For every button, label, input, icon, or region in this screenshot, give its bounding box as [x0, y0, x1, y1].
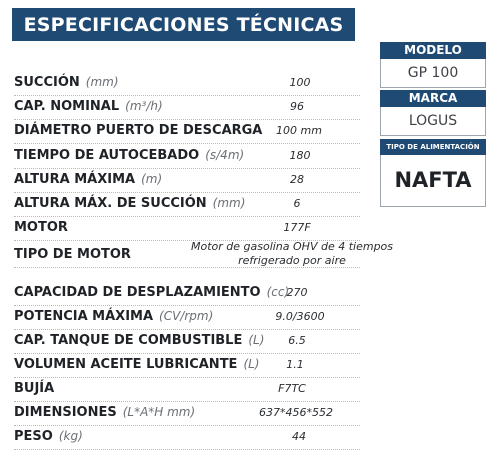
spec-name: CAP. NOMINAL — [14, 99, 120, 114]
fuel-value: NAFTA — [380, 155, 486, 207]
spec-label: MOTOR — [14, 220, 68, 235]
model-value: GP 100 — [380, 59, 486, 88]
spec-unit: (cc) — [266, 285, 290, 299]
spec-name: MOTOR — [14, 220, 68, 235]
spec-unit: (mm) — [85, 75, 119, 89]
spec-row: CAP. TANQUE DE COMBUSTIBLE (L) 6.5 — [14, 330, 360, 354]
spec-name: DIMENSIONES — [14, 405, 117, 420]
spec-value: 100 mm — [276, 124, 322, 137]
spec-row: BUJÍA F7TC — [14, 378, 360, 402]
spec-name: DIÁMETRO PUERTO DE DESCARGA — [14, 123, 263, 138]
spec-label: VOLUMEN ACEITE LUBRICANTE (L) — [14, 357, 260, 372]
spec-value: 180 — [289, 149, 311, 162]
spec-name: CAPACIDAD DE DESPLAZAMIENTO — [14, 285, 261, 300]
brand-label: MARCA — [380, 90, 486, 107]
spec-label: ALTURA MÁXIMA (m) — [14, 172, 162, 187]
spec-name: PESO — [14, 429, 53, 444]
spec-name: BUJÍA — [14, 381, 55, 396]
spec-label: CAPACIDAD DE DESPLAZAMIENTO (cc) — [14, 285, 289, 300]
spec-row: ALTURA MÁX. DE SUCCIÓN (mm) 6 — [14, 193, 360, 217]
spec-value: 44 — [292, 430, 306, 443]
spec-unit: (CV/rpm) — [159, 309, 214, 323]
spec-value: 177F — [283, 221, 311, 234]
spec-row: TIEMPO DE AUTOCEBADO (s/4m) 180 — [14, 145, 360, 169]
spec-value: Motor de gasolina OHV de 4 tiempos refri… — [190, 240, 394, 267]
spec-row: TIPO DE MOTOR Motor de gasolina OHV de 4 … — [14, 240, 393, 268]
model-label: MODELO — [380, 42, 486, 59]
spec-label: POTENCIA MÁXIMA (CV/rpm) — [14, 309, 213, 324]
spec-label: CAP. NOMINAL (m³/h) — [14, 99, 163, 114]
spec-unit: (L) — [243, 357, 260, 371]
spec-label: DIMENSIONES (L*A*H mm) — [14, 405, 195, 420]
spec-unit: (L*A*H mm) — [122, 405, 196, 419]
spec-unit: (mm) — [212, 196, 246, 210]
spec-row: VOLUMEN ACEITE LUBRICANTE (L) 1.1 — [14, 354, 360, 378]
spec-row: MOTOR 177F — [14, 217, 360, 241]
spec-row: CAP. NOMINAL (m³/h) 96 — [14, 96, 360, 120]
spec-row: DIMENSIONES (L*A*H mm) 637*456*552 — [14, 402, 360, 426]
spec-name: TIEMPO DE AUTOCEBADO — [14, 148, 200, 163]
spec-name: POTENCIA MÁXIMA — [14, 309, 154, 324]
spec-name: CAP. TANQUE DE COMBUSTIBLE — [14, 333, 243, 348]
page-title: ESPECIFICACIONES TÉCNICAS — [23, 13, 344, 36]
spec-name: VOLUMEN ACEITE LUBRICANTE — [14, 357, 238, 372]
spec-row: POTENCIA MÁXIMA (CV/rpm) 9.0/3600 — [14, 306, 360, 330]
spec-unit: (m³/h) — [125, 99, 163, 113]
spec-value: 28 — [290, 173, 304, 186]
spec-value: 100 — [289, 76, 311, 89]
spec-label: TIEMPO DE AUTOCEBADO (s/4m) — [14, 148, 244, 163]
header-banner: ESPECIFICACIONES TÉCNICAS — [12, 8, 355, 41]
spec-row: ALTURA MÁXIMA (m) 28 — [14, 169, 360, 193]
spec-row: DIÁMETRO PUERTO DE DESCARGA 100 mm — [14, 120, 360, 144]
spec-label: ALTURA MÁX. DE SUCCIÓN (mm) — [14, 196, 245, 211]
brand-card: MARCA LOGUS — [380, 90, 486, 136]
fuel-card: TIPO DE ALIMENTACIÓN NAFTA — [380, 139, 486, 207]
spec-value: 1.1 — [286, 358, 304, 371]
spec-name: ALTURA MÁX. DE SUCCIÓN — [14, 196, 207, 211]
fuel-label: TIPO DE ALIMENTACIÓN — [380, 139, 486, 155]
spec-value: 6 — [293, 197, 301, 210]
spec-label: SUCCIÓN (mm) — [14, 75, 119, 90]
spec-row: SUCCIÓN (mm) 100 — [14, 72, 360, 96]
spec-value: 270 — [286, 286, 308, 299]
spec-unit: (kg) — [58, 429, 83, 443]
spec-label: TIPO DE MOTOR — [14, 247, 131, 262]
spec-row: CAPACIDAD DE DESPLAZAMIENTO (cc) 270 — [14, 282, 360, 306]
spec-unit: (L) — [248, 333, 265, 347]
brand-value: LOGUS — [380, 107, 486, 136]
spec-value: 9.0/3600 — [275, 310, 325, 323]
spec-label: DIÁMETRO PUERTO DE DESCARGA — [14, 123, 262, 138]
spec-unit: (s/4m) — [205, 148, 245, 162]
spec-label: CAP. TANQUE DE COMBUSTIBLE (L) — [14, 333, 264, 348]
spec-label: BUJÍA — [14, 381, 54, 396]
spec-name: SUCCIÓN — [14, 75, 80, 90]
spec-value: 637*456*552 — [259, 406, 333, 419]
spec-label: PESO (kg) — [14, 429, 83, 444]
spec-value: F7TC — [278, 382, 306, 395]
spec-row: PESO (kg) 44 — [14, 426, 360, 450]
spec-name: TIPO DE MOTOR — [14, 247, 131, 262]
spec-name: ALTURA MÁXIMA — [14, 172, 136, 187]
spec-unit: (m) — [141, 172, 163, 186]
model-card: MODELO GP 100 — [380, 42, 486, 88]
spec-value: 6.5 — [288, 334, 306, 347]
spec-value: 96 — [290, 100, 304, 113]
